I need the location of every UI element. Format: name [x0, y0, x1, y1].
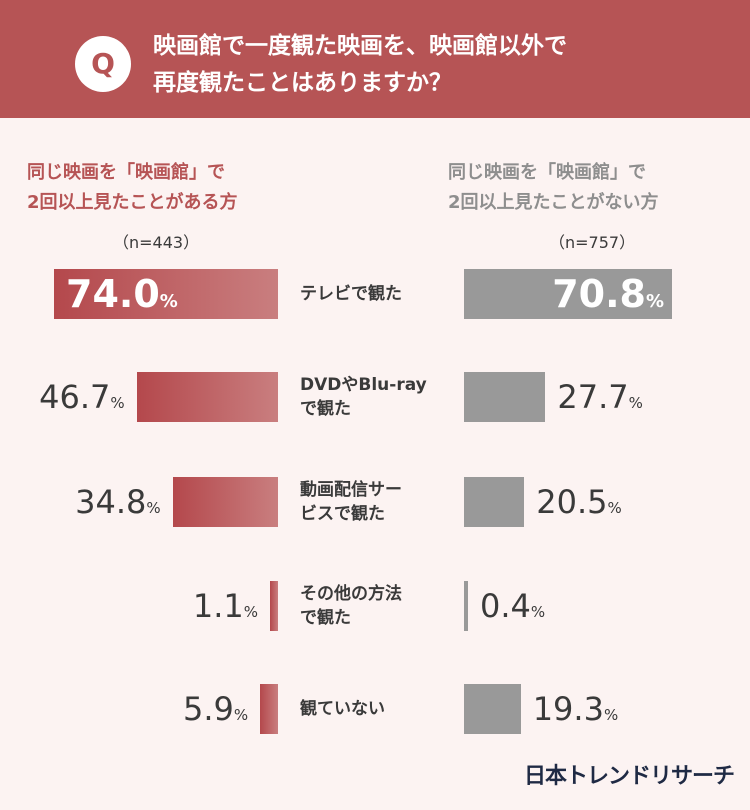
value-right: 70.8% — [552, 272, 664, 316]
value-right: 20.5% — [536, 483, 622, 521]
value-left: 5.9% — [182, 690, 249, 728]
category-label: 動画配信サー ビスで観た — [300, 480, 402, 524]
category-label: DVDやBlu-ray で観た — [300, 375, 427, 419]
legend-left-line-2: 2回以上見たことがある方 — [27, 192, 238, 213]
legend-right-line-1: 同じ映画を「映画館」で — [448, 162, 646, 183]
legend-left: 同じ映画を「映画館」で 2回以上見たことがある方 — [27, 158, 238, 218]
bar-right — [464, 581, 468, 631]
brand-logo: 日本トレンドリサーチ — [524, 764, 735, 789]
bar-right — [464, 684, 521, 734]
bar-left — [270, 581, 278, 631]
q-badge: Q — [75, 36, 131, 92]
category-label: テレビで観た — [300, 284, 402, 304]
question-line-1: 映画館で一度観た映画を、映画館以外で — [153, 33, 567, 59]
legend-right-n: （n=757） — [549, 233, 636, 252]
bar-left — [136, 372, 278, 422]
value-right: 27.7% — [557, 378, 643, 416]
value-left: 34.8% — [75, 483, 161, 521]
legend-right-line-2: 2回以上見たことがない方 — [448, 192, 659, 213]
value-left: 74.0% — [66, 272, 178, 316]
bar-right — [464, 372, 546, 422]
bar-right — [464, 269, 672, 319]
bar-right — [464, 477, 525, 527]
legend-left-line-1: 同じ映画を「映画館」で — [27, 162, 225, 183]
category-label: その他の方法 で観た — [300, 584, 402, 628]
legend-left-n: （n=443） — [113, 233, 200, 252]
bar-left — [260, 684, 278, 734]
legend-right: 同じ映画を「映画館」で 2回以上見たことがない方 — [448, 158, 659, 218]
value-left: 46.7% — [39, 378, 125, 416]
category-label: 観ていない — [300, 699, 385, 719]
value-right: 0.4% — [480, 587, 546, 625]
question-line-2: 再度観たことはありますか？ — [153, 70, 452, 96]
value-right: 19.3% — [532, 690, 619, 728]
question-header: Q 映画館で一度観た映画を、映画館以外で 再度観たことはありますか？ — [0, 0, 750, 118]
bar-left — [54, 269, 278, 319]
value-left: 1.1% — [192, 587, 258, 625]
bar-left — [172, 477, 278, 527]
